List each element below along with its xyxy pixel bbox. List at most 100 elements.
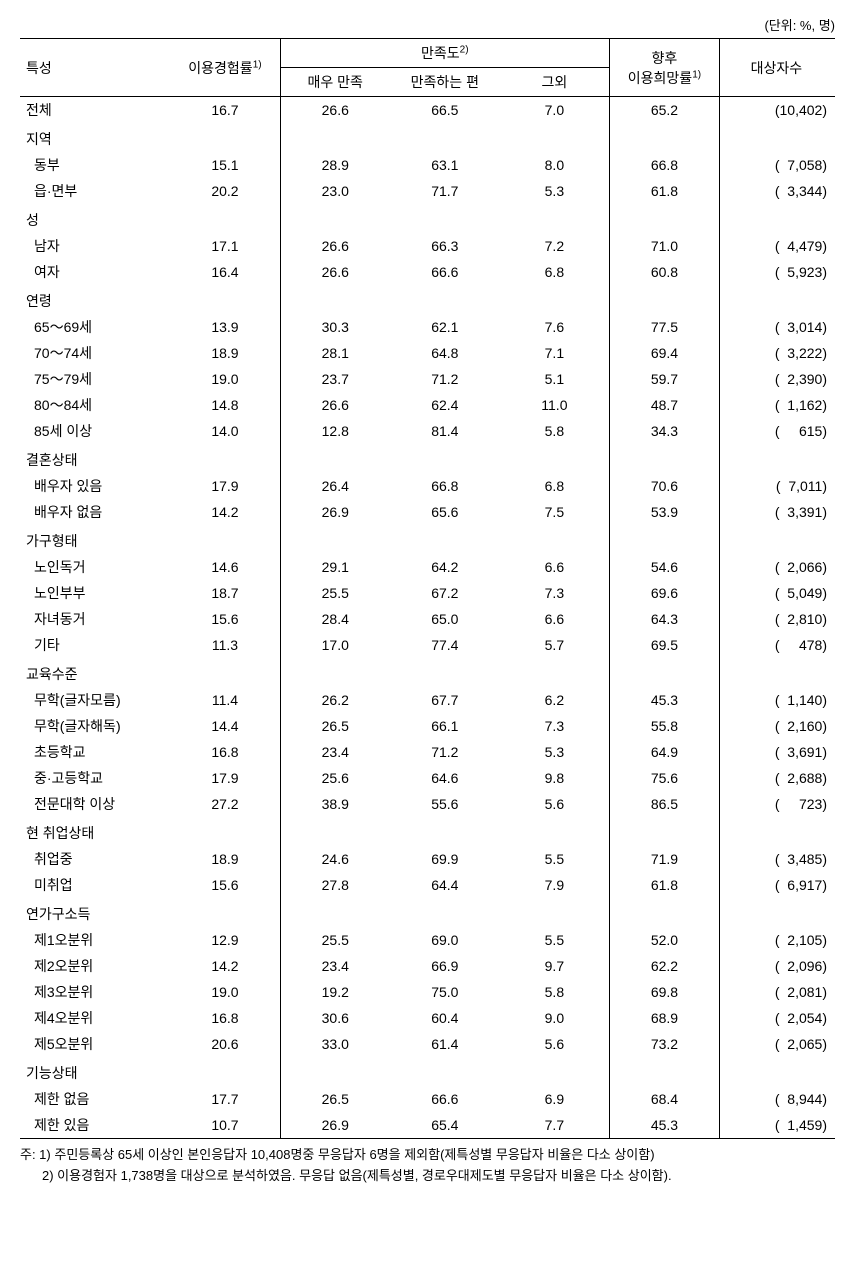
- data-table: 특성 이용경험률1) 만족도2) 향후 이용희망률1) 대상자수 매우 만족 만…: [20, 38, 835, 1139]
- data-cell: 75.0: [390, 979, 500, 1005]
- data-cell: 59.7: [610, 366, 720, 392]
- data-cell: 26.6: [280, 259, 390, 285]
- count-cell: ( 2,105): [719, 927, 835, 953]
- data-cell: 26.6: [280, 233, 390, 259]
- data-cell: 26.5: [280, 1086, 390, 1112]
- data-cell: 61.8: [610, 178, 720, 204]
- header-very-satisfied: 매우 만족: [280, 68, 390, 97]
- row-label: 제3오분위: [20, 979, 170, 1005]
- table-row: 제2오분위14.223.466.99.762.2( 2,096): [20, 953, 835, 979]
- data-cell: 69.8: [610, 979, 720, 1005]
- count-cell: ( 3,014): [719, 314, 835, 340]
- data-cell: 70.6: [610, 473, 720, 499]
- header-future: 향후 이용희망률1): [610, 39, 720, 97]
- data-cell: 14.6: [170, 554, 280, 580]
- data-cell: 71.2: [390, 366, 500, 392]
- data-cell: 73.2: [610, 1031, 720, 1057]
- data-cell: 33.0: [280, 1031, 390, 1057]
- empty-cell: [610, 123, 720, 152]
- empty-cell: [170, 1057, 280, 1086]
- group-header-row: 교육수준: [20, 658, 835, 687]
- group-label: 가구형태: [20, 525, 170, 554]
- empty-cell: [610, 658, 720, 687]
- data-cell: 30.3: [280, 314, 390, 340]
- empty-cell: [170, 204, 280, 233]
- table-row: 동부15.128.963.18.066.8( 7,058): [20, 152, 835, 178]
- data-cell: 19.0: [170, 979, 280, 1005]
- empty-cell: [390, 817, 500, 846]
- empty-cell: [390, 204, 500, 233]
- table-row: 무학(글자모름)11.426.267.76.245.3( 1,140): [20, 687, 835, 713]
- empty-cell: [170, 525, 280, 554]
- count-cell: ( 2,081): [719, 979, 835, 1005]
- data-cell: 9.0: [500, 1005, 610, 1031]
- data-cell: 65.2: [610, 97, 720, 124]
- empty-cell: [170, 123, 280, 152]
- header-somewhat-satisfied: 만족하는 편: [390, 68, 500, 97]
- table-row: 배우자 없음14.226.965.67.553.9( 3,391): [20, 499, 835, 525]
- table-header: 특성 이용경험률1) 만족도2) 향후 이용희망률1) 대상자수 매우 만족 만…: [20, 39, 835, 97]
- table-row: 70～74세18.928.164.87.169.4( 3,222): [20, 340, 835, 366]
- data-cell: 66.5: [390, 97, 500, 124]
- data-cell: 10.7: [170, 1112, 280, 1139]
- empty-cell: [719, 123, 835, 152]
- data-cell: 6.6: [500, 554, 610, 580]
- empty-cell: [500, 898, 610, 927]
- empty-cell: [719, 817, 835, 846]
- data-cell: 61.8: [610, 872, 720, 898]
- data-cell: 23.4: [280, 739, 390, 765]
- data-cell: 17.7: [170, 1086, 280, 1112]
- count-cell: ( 2,390): [719, 366, 835, 392]
- row-label: 제한 없음: [20, 1086, 170, 1112]
- data-cell: 18.9: [170, 340, 280, 366]
- data-cell: 8.0: [500, 152, 610, 178]
- data-cell: 16.8: [170, 1005, 280, 1031]
- empty-cell: [280, 525, 390, 554]
- data-cell: 60.8: [610, 259, 720, 285]
- table-row: 기타11.317.077.45.769.5( 478): [20, 632, 835, 658]
- data-cell: 6.8: [500, 259, 610, 285]
- group-label: 연령: [20, 285, 170, 314]
- footnotes: 주: 1) 주민등록상 65세 이상인 본인응답자 10,408명중 무응답자 …: [20, 1145, 835, 1187]
- data-cell: 38.9: [280, 791, 390, 817]
- row-label: 전문대학 이상: [20, 791, 170, 817]
- data-cell: 26.9: [280, 499, 390, 525]
- row-label: 초등학교: [20, 739, 170, 765]
- data-cell: 28.9: [280, 152, 390, 178]
- table-row: 취업중18.924.669.95.571.9( 3,485): [20, 846, 835, 872]
- table-row: 노인부부18.725.567.27.369.6( 5,049): [20, 580, 835, 606]
- empty-cell: [390, 444, 500, 473]
- data-cell: 71.2: [390, 739, 500, 765]
- data-cell: 64.8: [390, 340, 500, 366]
- header-experience-sup: 1): [253, 59, 262, 70]
- data-cell: 66.8: [610, 152, 720, 178]
- count-cell: ( 7,058): [719, 152, 835, 178]
- table-row: 제한 없음17.726.566.66.968.4( 8,944): [20, 1086, 835, 1112]
- data-cell: 77.4: [390, 632, 500, 658]
- data-cell: 28.1: [280, 340, 390, 366]
- empty-cell: [500, 444, 610, 473]
- empty-cell: [170, 898, 280, 927]
- unit-label: (단위: %, 명): [20, 15, 835, 34]
- count-cell: ( 7,011): [719, 473, 835, 499]
- empty-cell: [170, 444, 280, 473]
- count-cell: ( 4,479): [719, 233, 835, 259]
- data-cell: 69.4: [610, 340, 720, 366]
- row-label: 70～74세: [20, 340, 170, 366]
- data-cell: 64.2: [390, 554, 500, 580]
- data-cell: 60.4: [390, 1005, 500, 1031]
- data-cell: 15.1: [170, 152, 280, 178]
- data-cell: 12.8: [280, 418, 390, 444]
- count-cell: ( 2,065): [719, 1031, 835, 1057]
- data-cell: 25.5: [280, 927, 390, 953]
- table-row: 중·고등학교17.925.664.69.875.6( 2,688): [20, 765, 835, 791]
- data-cell: 27.8: [280, 872, 390, 898]
- row-label: 동부: [20, 152, 170, 178]
- empty-cell: [280, 658, 390, 687]
- group-header-row: 성: [20, 204, 835, 233]
- data-cell: 6.8: [500, 473, 610, 499]
- count-cell: ( 1,162): [719, 392, 835, 418]
- empty-cell: [280, 1057, 390, 1086]
- empty-cell: [280, 444, 390, 473]
- header-count: 대상자수: [719, 39, 835, 97]
